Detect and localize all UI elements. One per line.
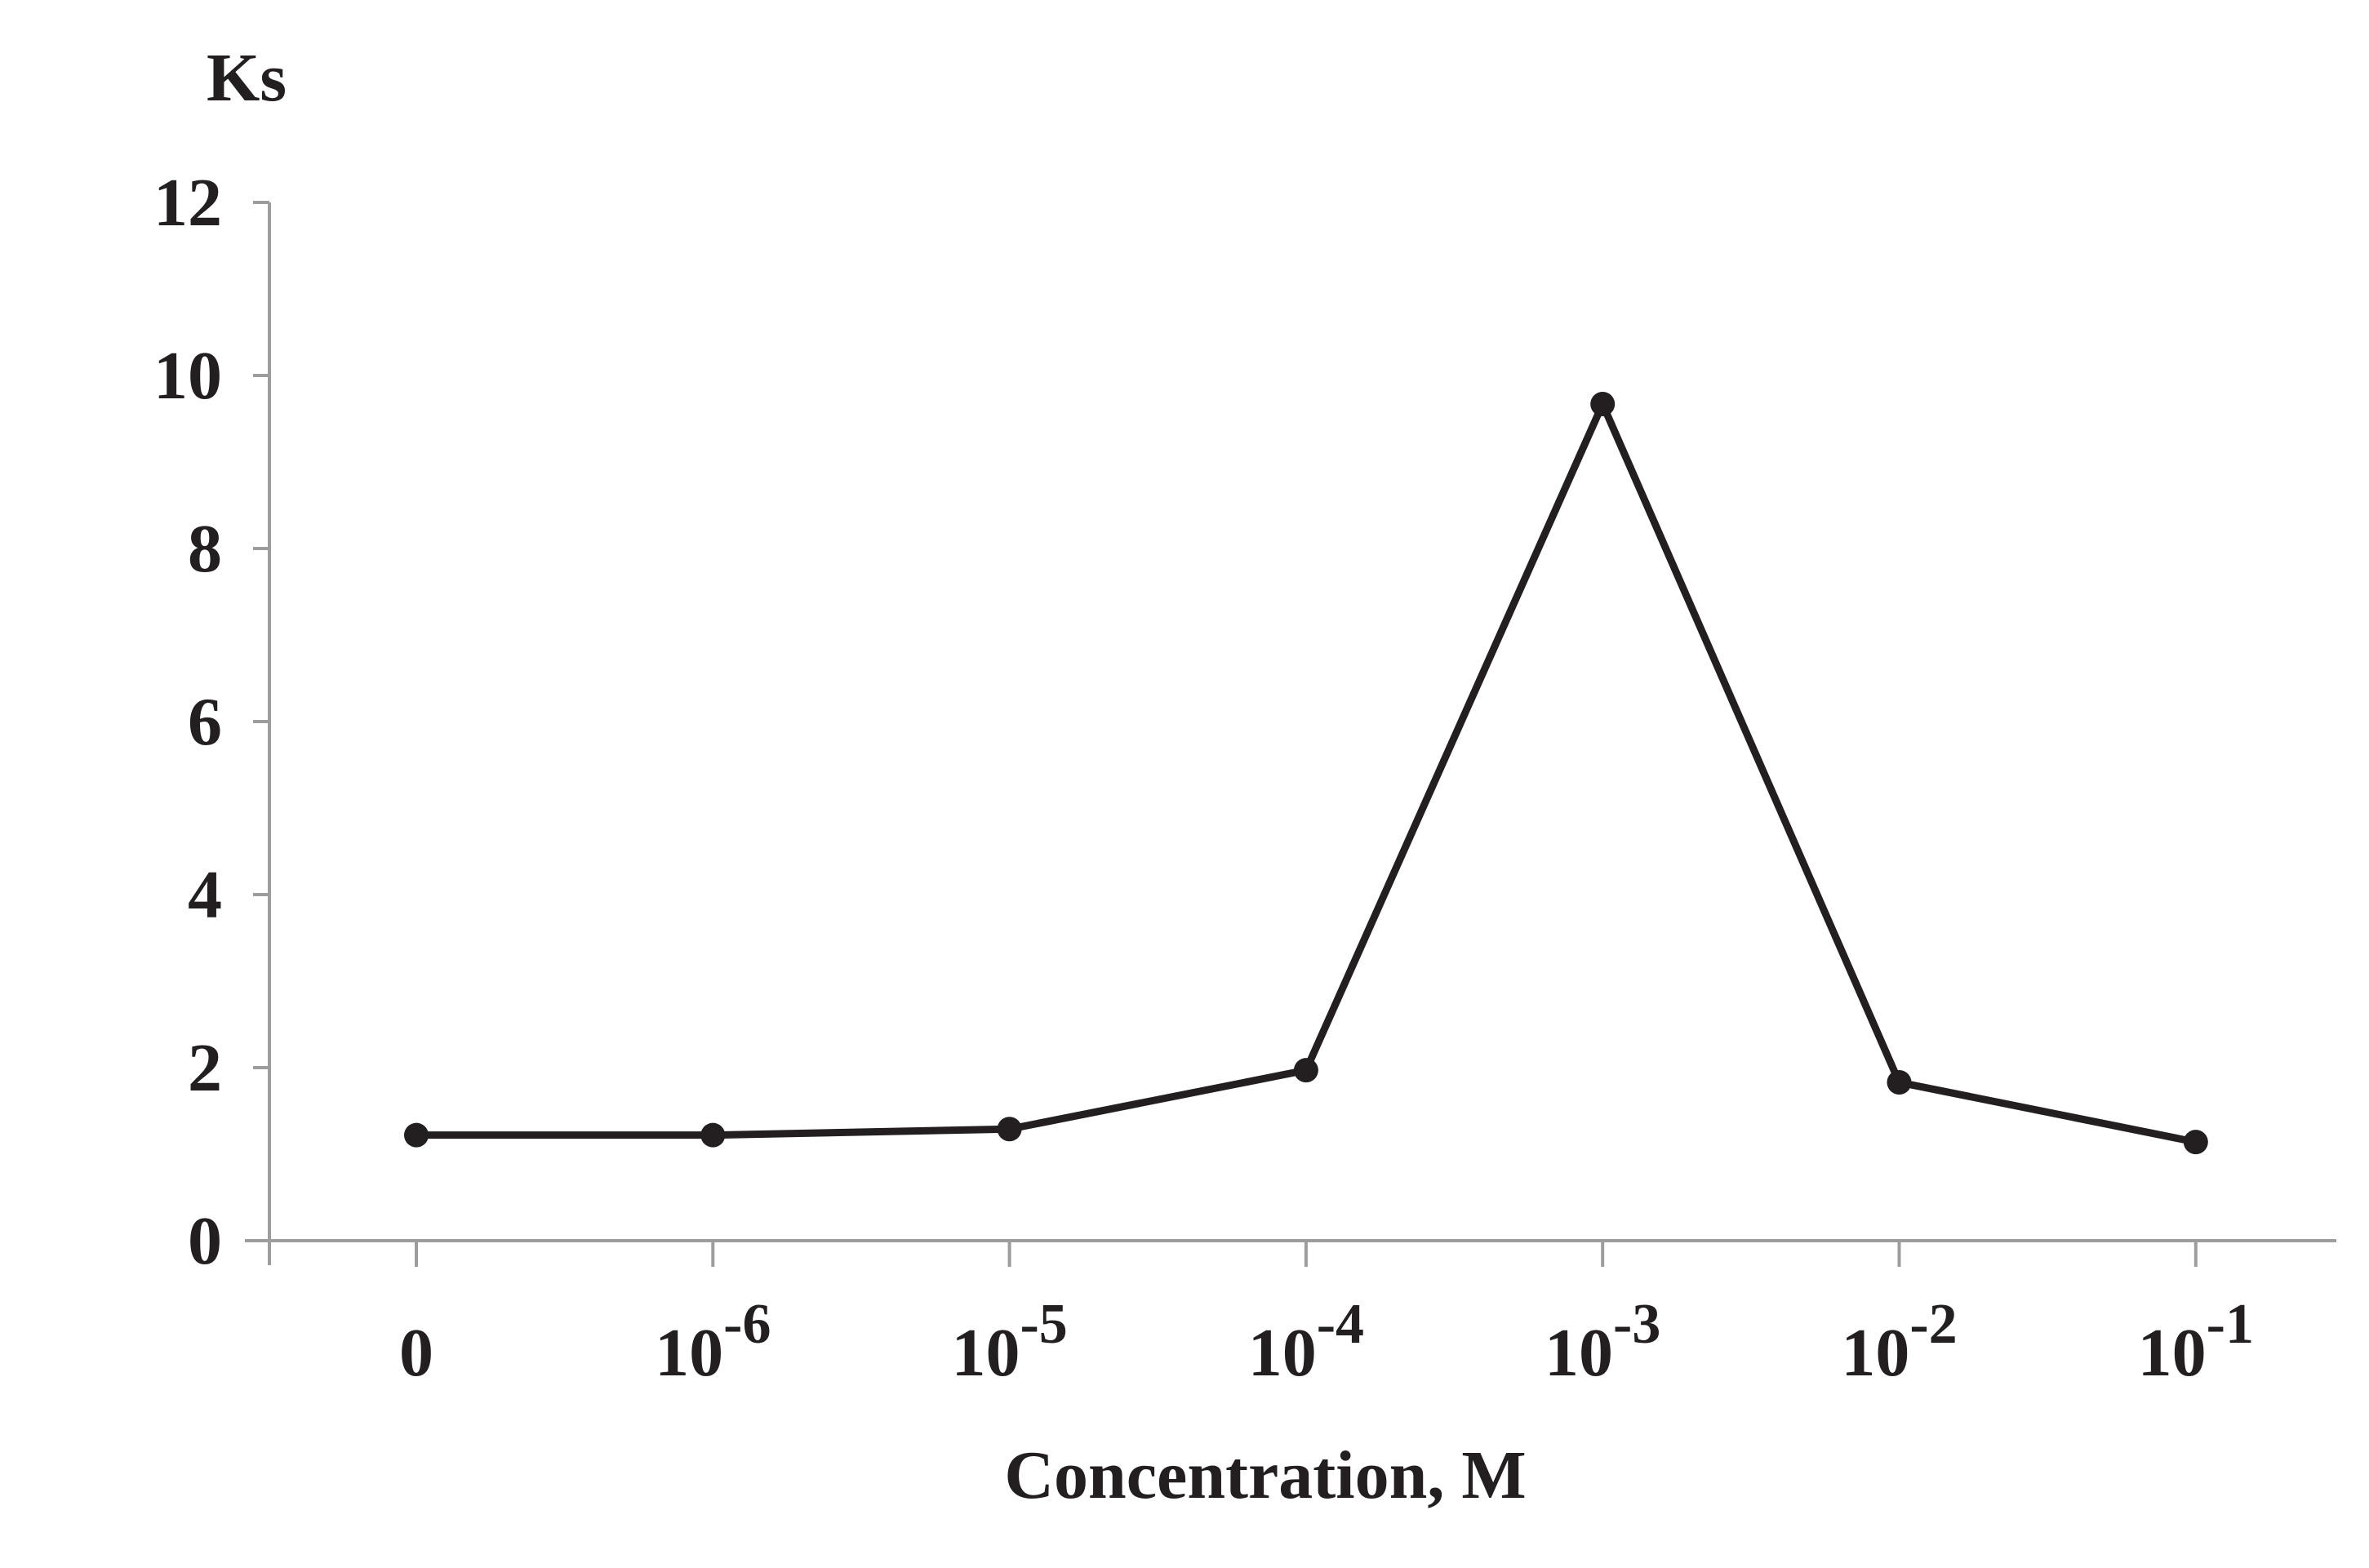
y-tick-label: 10 [153,338,222,414]
y-tick-label: 6 [188,684,222,760]
y-tick-label: 8 [188,511,222,587]
data-point [2183,1130,2208,1155]
x-tick-label: 10-3 [1545,1293,1660,1391]
data-point [997,1117,1022,1142]
x-tick-label: 10-6 [655,1293,771,1391]
y-tick-label: 0 [188,1203,222,1279]
y-axis-title: Ks [207,40,287,116]
y-tick-label: 4 [188,857,222,933]
data-point [1293,1058,1318,1083]
y-axis: 0 2 4 6 8 10 12 [153,165,271,1279]
x-tick-label: 0 [399,1315,433,1391]
x-tick-label: 10-1 [2138,1293,2254,1391]
y-tick-label: 2 [188,1030,222,1106]
y-tick-label: 12 [153,165,222,241]
x-axis-title: Concentration, M [1004,1437,1526,1513]
x-axis: 0 10-6 10-5 10-4 10-3 10-2 10-1 [245,1239,2336,1391]
data-point [700,1122,726,1148]
data-series [404,391,2208,1155]
x-tick-label: 10-5 [951,1293,1067,1391]
data-point [404,1122,429,1148]
data-point [1887,1070,1912,1095]
data-point [1590,391,1616,416]
series-line [416,394,2197,1146]
x-tick-label: 10-2 [1841,1293,1957,1391]
x-tick-label: 10-4 [1248,1293,1364,1391]
